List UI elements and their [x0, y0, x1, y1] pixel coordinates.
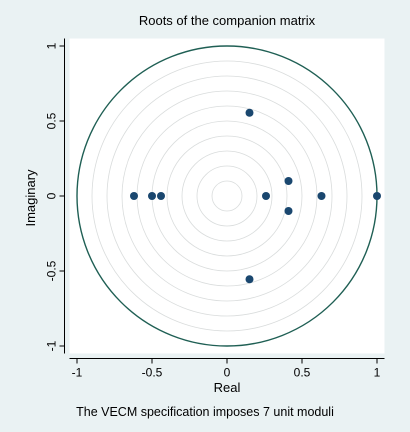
grid-circle — [166, 135, 288, 257]
root-points — [130, 108, 381, 284]
x-tick-label: 1 — [374, 366, 381, 380]
root-point — [284, 177, 293, 185]
grid-circle — [211, 180, 243, 212]
root-point — [262, 192, 270, 200]
grid-circle — [181, 150, 273, 242]
x-tick-label: 0 — [224, 366, 231, 380]
root-point — [284, 207, 293, 215]
x-tick-label: -0.5 — [142, 366, 163, 380]
root-point — [157, 192, 165, 200]
x-axis-ticks: -1 -0.5 0 0.5 1 — [72, 358, 381, 380]
x-axis-label: Real — [214, 380, 241, 395]
root-point — [373, 192, 381, 200]
y-tick-label: 0.5 — [45, 112, 59, 129]
chart-note: The VECM specification imposes 7 unit mo… — [76, 405, 334, 419]
grid-circle — [91, 60, 363, 332]
grid-circle — [121, 90, 333, 302]
y-tick-label: -0.5 — [45, 260, 59, 281]
y-axis-label: Imaginary — [23, 169, 38, 227]
root-point — [245, 275, 254, 284]
x-tick-label: 0.5 — [294, 366, 311, 380]
root-point — [148, 192, 156, 200]
chart-title: Roots of the companion matrix — [139, 13, 316, 28]
y-tick-label: 0 — [45, 192, 59, 199]
y-tick-label: -1 — [45, 340, 59, 351]
y-tick-label: 1 — [45, 42, 59, 49]
y-axis-ticks: 1 0.5 0 -0.5 -1 — [45, 42, 65, 351]
x-tick-label: -1 — [72, 366, 83, 380]
grid-circle — [196, 165, 258, 227]
root-point — [245, 108, 254, 117]
root-point — [317, 192, 326, 200]
grid-circle — [106, 75, 348, 317]
plot-region — [69, 38, 385, 354]
root-point — [130, 192, 138, 200]
